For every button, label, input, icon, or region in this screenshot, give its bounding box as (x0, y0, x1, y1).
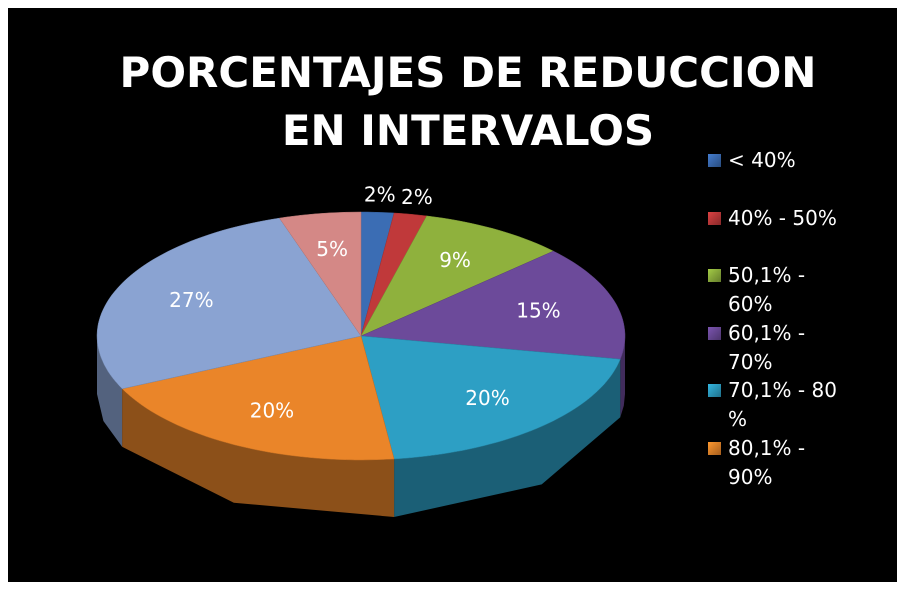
data-label: 20% (250, 399, 294, 423)
data-label: 5% (316, 237, 348, 261)
slice (360, 335, 621, 460)
data-label: 15% (516, 298, 560, 322)
legend-entry: 60,1% - 70% (708, 319, 838, 377)
legend-entry: 50,1% - 60% (708, 261, 838, 319)
legend-entry: < 40% (708, 146, 838, 175)
slice-side (122, 388, 395, 517)
slice (278, 211, 362, 337)
data-label: 27% (169, 288, 213, 312)
legend-label: 60,1% - 70% (728, 320, 806, 374)
slice (121, 335, 395, 461)
legend-label: 40% - 50% (728, 205, 837, 230)
legend-swatch (708, 211, 721, 225)
data-label: 9% (439, 248, 471, 272)
data-label: 2% (364, 183, 396, 207)
slice-side (97, 336, 123, 447)
legend-entry: 40% - 50% (708, 204, 838, 233)
legend-entry: 70,1% - 80 % (708, 376, 838, 434)
legend-swatch (708, 154, 721, 167)
legend-swatch (708, 269, 721, 282)
data-label: 20% (465, 386, 509, 410)
legend-label: 50,1% - 60% (728, 263, 806, 316)
legend-label: < 40% (728, 148, 796, 172)
slice (96, 217, 362, 390)
legend-label: 70,1% - 80 % (728, 378, 837, 431)
legend-label: 80,1% - 90% (728, 435, 806, 489)
chart: 2% 2% 9% 15% 20% 20% 27% 5% PORCENTAJES DE REDU… (8, 8, 897, 582)
slice (360, 212, 428, 337)
slice (360, 250, 626, 360)
slice (360, 215, 554, 337)
legend-swatch (708, 441, 721, 455)
pie-area: 2% 2% 9% 15% 20% 20% 27% 5% (96, 183, 626, 517)
legend-entry: 80,1% - 90% (708, 434, 838, 492)
data-label: 2% (401, 185, 433, 209)
legend-swatch (708, 384, 721, 397)
chart-title: PORCENTAJES DE REDUCCION EN INTERVALOS (119, 48, 817, 155)
legend-swatch (708, 326, 721, 340)
slice-side (394, 359, 621, 517)
